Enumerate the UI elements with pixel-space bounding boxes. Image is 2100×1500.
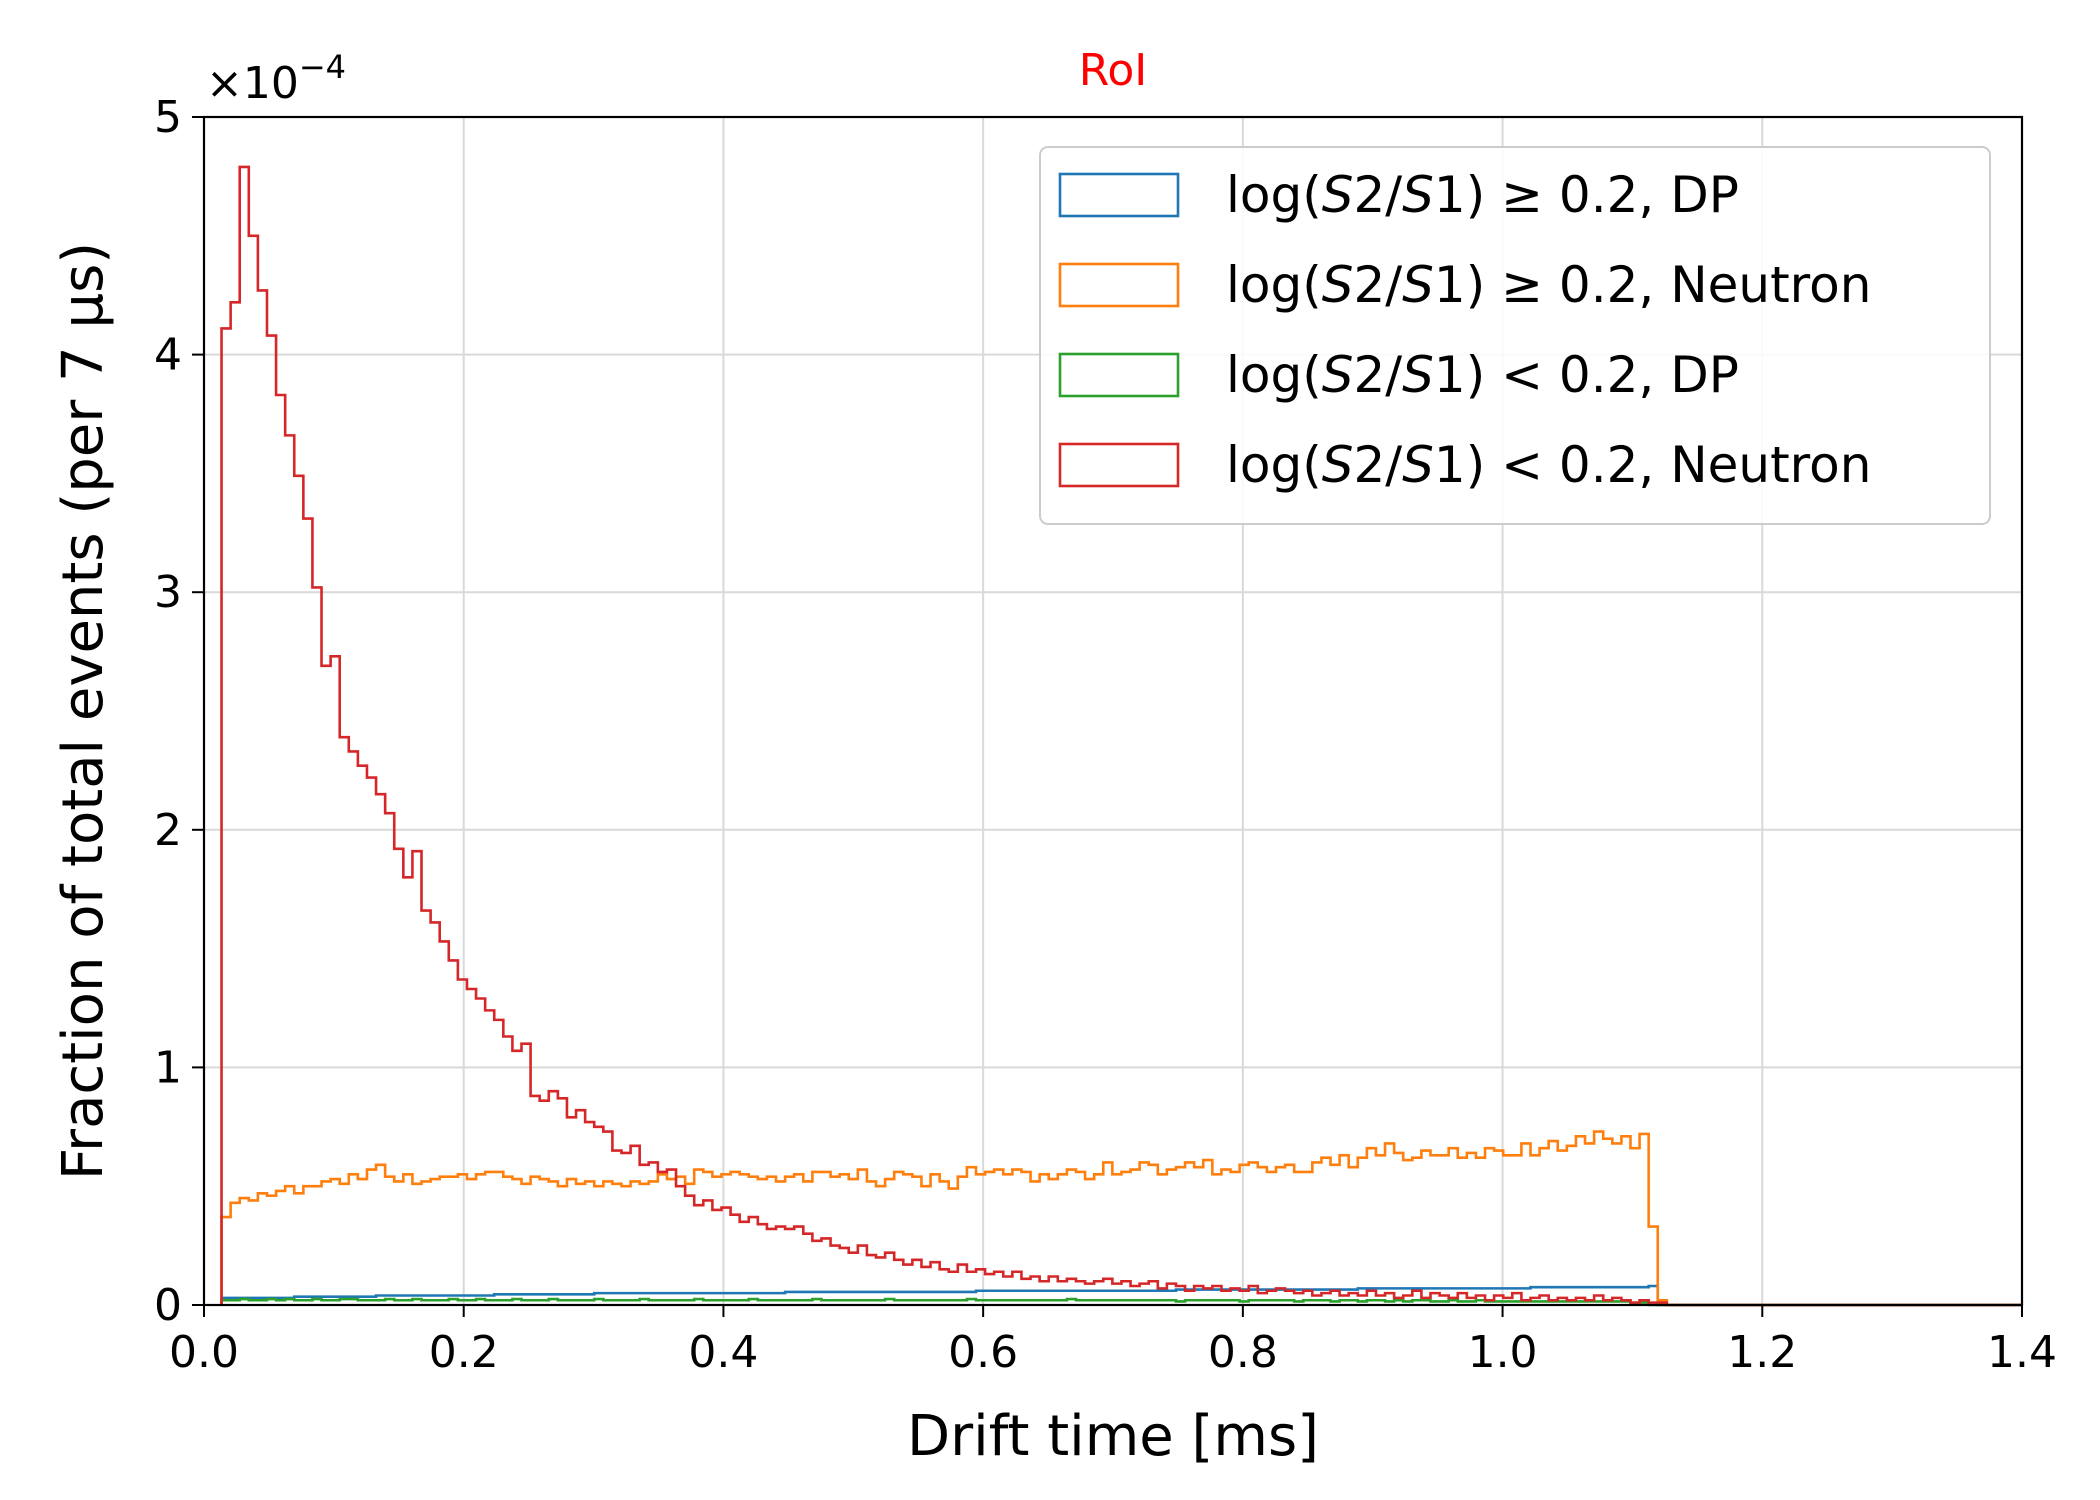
x-tick-label: 0.2 xyxy=(429,1327,499,1378)
series-3-step-line xyxy=(220,165,2022,1307)
legend-label-part: log( xyxy=(1226,436,1322,494)
x-axis-ticks: 0.0 0.2 0.4 0.6 0.8 1.0 1.2 1.4 xyxy=(169,1305,2057,1378)
chart-title: RoI xyxy=(1079,45,1148,96)
legend-label-part: 2/ xyxy=(1353,436,1402,494)
plot-frame xyxy=(202,115,2024,1307)
legend-swatch xyxy=(1058,172,1180,218)
legend-label-part: 2/ xyxy=(1353,346,1402,404)
series-0-step-line xyxy=(220,1284,2022,1307)
histogram-series xyxy=(220,165,2022,1307)
legend-label-part: 2/ xyxy=(1353,166,1402,224)
y-axis-multiplier-exponent: −4 xyxy=(299,48,346,86)
legend-label: log(S2/S1) < 0.2, DP xyxy=(1226,346,1739,404)
x-axis-label: Drift time [ms] xyxy=(907,1404,1319,1469)
legend-swatch xyxy=(1058,262,1180,308)
x-tick-label: 0.6 xyxy=(948,1327,1018,1378)
legend-label-part: 1) ≥ 0.2, DP xyxy=(1434,166,1739,224)
series-1-step-line xyxy=(220,1130,2022,1307)
x-tick-label: 0.4 xyxy=(688,1327,758,1378)
legend-box xyxy=(1039,146,1991,525)
x-tick-label: 0.8 xyxy=(1208,1327,1278,1378)
x-tick-label: 1.4 xyxy=(1987,1327,2057,1378)
legend-label: log(S2/S1) < 0.2, Neutron xyxy=(1226,436,1871,494)
y-tick-label: 3 xyxy=(154,567,182,618)
legend-label-part: 1) < 0.2, DP xyxy=(1434,346,1739,404)
y-tick-label: 1 xyxy=(154,1042,182,1093)
legend-label-part: 2/ xyxy=(1353,256,1402,314)
legend-label-part: S xyxy=(1322,346,1354,404)
y-axis-ticks: 0 1 2 3 4 5 xyxy=(154,92,204,1331)
legend-label-part: S xyxy=(1402,166,1434,224)
legend-swatch xyxy=(1058,352,1180,398)
legend-label-part: log( xyxy=(1226,166,1322,224)
series-2-step-line xyxy=(220,1297,2022,1307)
legend-label: log(S2/S1) ≥ 0.2, Neutron xyxy=(1226,256,1871,314)
y-tick-label: 2 xyxy=(154,805,182,856)
legend-label-part: S xyxy=(1322,256,1354,314)
legend-label: log(S2/S1) ≥ 0.2, DP xyxy=(1226,166,1739,224)
legend-label-part: S xyxy=(1402,346,1434,404)
y-tick-label: 0 xyxy=(154,1280,182,1331)
y-axis-multiplier: ×10−4 xyxy=(206,48,346,109)
legend-label-part: log( xyxy=(1226,346,1322,404)
legend-label-part: log( xyxy=(1226,256,1322,314)
legend-label-part: 1) ≥ 0.2, Neutron xyxy=(1434,256,1872,314)
legend-label-part: S xyxy=(1322,166,1354,224)
y-tick-label: 5 xyxy=(154,92,182,143)
x-tick-label: 1.0 xyxy=(1468,1327,1538,1378)
legend-label-part: S xyxy=(1402,436,1434,494)
y-axis-label: Fraction of total events (per 7 μs) xyxy=(51,242,116,1180)
legend-label-part: 1) < 0.2, Neutron xyxy=(1434,436,1872,494)
x-tick-label: 0.0 xyxy=(169,1327,239,1378)
legend-label-part: S xyxy=(1402,256,1434,314)
legend-swatch xyxy=(1058,442,1180,488)
y-axis-multiplier-base: ×10 xyxy=(206,58,299,109)
x-tick-label: 1.2 xyxy=(1727,1327,1797,1378)
y-tick-label: 4 xyxy=(154,330,182,381)
legend-label-part: S xyxy=(1322,436,1354,494)
